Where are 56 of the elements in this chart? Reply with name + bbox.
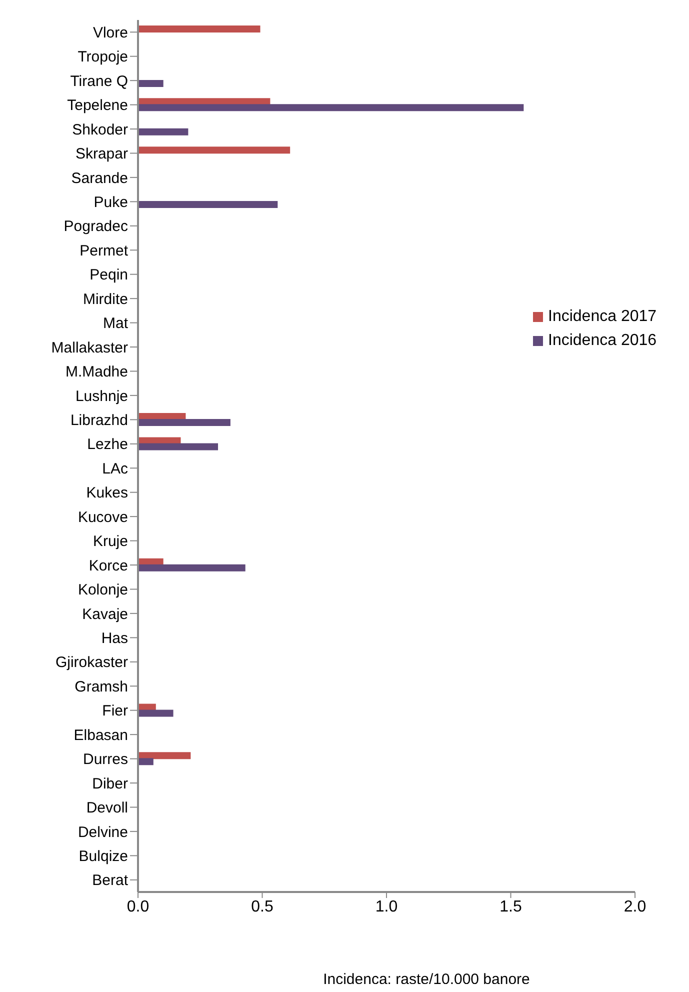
y-tick-label: Kolonje [78,582,128,599]
bar [138,710,174,717]
y-tick-label: Peqin [90,266,128,284]
y-tick-label: Lezhe [87,436,128,454]
y-tick-label: Bulqize [78,848,128,865]
y-tick-label: Elbasan [74,726,128,744]
x-tick-label: 0.5 [251,898,274,916]
y-tick-label: Tepelene [67,97,128,114]
bar [138,443,218,450]
x-tick-label: 2.0 [624,898,646,916]
y-tick-label: Mallakaster [51,339,128,356]
bar [138,146,290,154]
bar [138,564,246,572]
y-tick-label: Skrapar [75,146,128,163]
y-tick-label: Kruje [92,533,128,550]
bar [138,752,191,760]
x-tick-label: 0.0 [126,898,150,916]
y-tick-label: Kukes [86,484,128,502]
y-tick-label: M.Madhe [65,364,128,381]
y-tick-label: Mat [102,315,129,332]
bar [138,104,524,112]
y-tick-label: Devoll [86,800,128,817]
y-tick-label: Tropoje [78,48,128,66]
y-tick-label: Kucove [78,508,128,526]
y-tick-label: Permet [80,242,129,260]
y-tick-label: Durres [82,751,128,768]
y-tick-label: Sarande [71,170,128,187]
y-tick-label: Fier [102,702,128,720]
x-tick-label: 1.0 [375,898,398,916]
legend-label: Incidenca 2017 [548,308,657,326]
y-tick-label: Berat [92,872,129,890]
bar [138,419,230,426]
y-tick-label: Pogradec [64,218,128,236]
y-tick-label: Kavaje [82,606,128,623]
x-axis-title: Incidenca: raste/10.000 banore [323,971,530,988]
y-tick-label: Librazhd [70,412,128,429]
y-tick-label: Korce [88,557,128,574]
bar [138,80,164,87]
y-tick-label: Diber [92,775,128,792]
bar [138,201,278,208]
bar [138,26,260,32]
y-tick-label: Delvine [78,824,128,841]
y-tick-label: Gjirokaster [55,654,128,672]
legend-label: Incidenca 2016 [548,332,657,350]
y-tick-label: Shkoder [72,121,128,138]
y-tick-label: Mirdite [82,290,128,308]
y-tick-label: Lushnje [75,388,128,405]
y-tick-label: Has [101,630,128,647]
x-tick-label: 1.5 [500,898,522,916]
bar [138,128,188,136]
y-tick-label: Tirane Q [70,72,128,90]
bar [138,758,154,766]
y-tick-label: Puke [94,194,128,211]
y-tick-label: Gramsh [74,678,128,696]
y-tick-label: Vlore [92,24,128,42]
y-tick-label: LAc [102,460,128,478]
